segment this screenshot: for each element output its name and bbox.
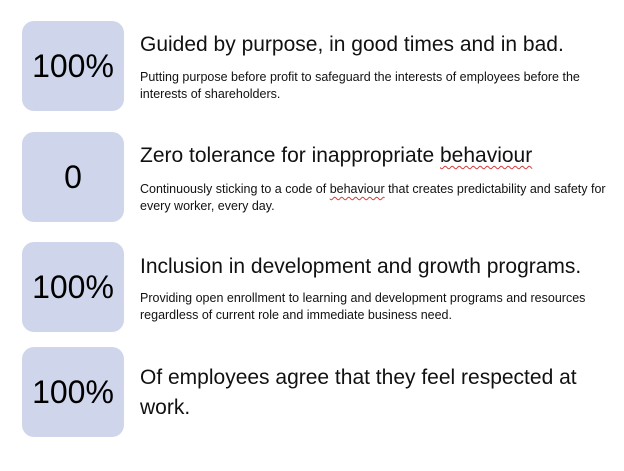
value-heading: Of employees agree that they feel respec… [140, 366, 577, 419]
spellcheck-flagged-word[interactable]: behaviour [329, 182, 385, 196]
desc-text: that creates predictability and safety f… [140, 182, 606, 213]
value-heading: Guided by purpose, in good times and in … [140, 33, 564, 56]
stat-value: 100% [32, 268, 114, 305]
desc-text: Continuously sticking to a code of [140, 182, 330, 196]
value-description: Continuously sticking to a code of behav… [140, 181, 610, 215]
stat-value: 0 [64, 158, 82, 195]
heading-text: Zero tolerance for inappropriate [140, 144, 440, 167]
stat-box: 0 [22, 132, 124, 222]
stat-box: 100% [22, 242, 124, 332]
value-heading: Inclusion in development and growth prog… [140, 255, 582, 278]
value-heading: Zero tolerance for inappropriate behavio… [140, 141, 532, 171]
stat-value: 100% [32, 373, 114, 410]
value-description: Putting purpose before profit to safegua… [140, 70, 580, 101]
stat-box: 100% [22, 21, 124, 111]
value-description: Providing open enrollment to learning an… [140, 291, 586, 322]
spellcheck-flagged-word[interactable]: behaviour [440, 144, 533, 167]
stat-box: 100% [22, 347, 124, 437]
stat-value: 100% [32, 47, 114, 84]
